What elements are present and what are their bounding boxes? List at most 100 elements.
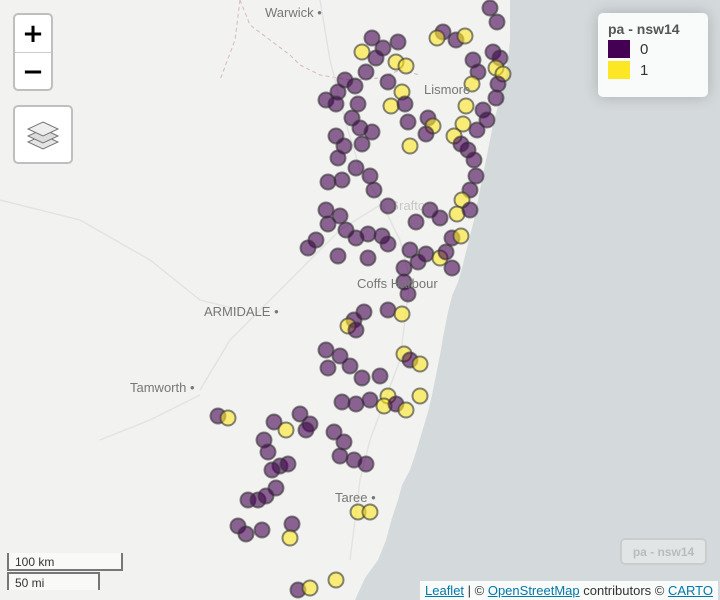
occurrence-marker-1[interactable] [452, 227, 470, 245]
occurrence-marker-0[interactable] [401, 241, 419, 259]
occurrence-marker-0[interactable] [347, 395, 365, 413]
occurrence-marker-0[interactable] [319, 359, 337, 377]
occurrence-marker-0[interactable] [361, 391, 379, 409]
occurrence-marker-0[interactable] [333, 171, 351, 189]
occurrence-marker-0[interactable] [283, 515, 301, 533]
occurrence-marker-0[interactable] [365, 181, 383, 199]
layers-button[interactable] [13, 105, 73, 164]
occurrence-marker-1[interactable] [401, 137, 419, 155]
zoom-in-button[interactable]: + [15, 15, 51, 53]
occurrence-marker-0[interactable] [359, 249, 377, 267]
occurrence-marker-0[interactable] [379, 197, 397, 215]
occurrence-marker-0[interactable] [367, 49, 385, 67]
occurrence-marker-0[interactable] [237, 525, 255, 543]
osm-link[interactable]: OpenStreetMap [487, 583, 580, 598]
occurrence-marker-0[interactable] [371, 367, 389, 385]
occurrence-marker-1[interactable] [397, 57, 415, 75]
occurrence-marker-1[interactable] [382, 97, 400, 115]
occurrence-marker-0[interactable] [325, 423, 343, 441]
occurrence-marker-1[interactable] [456, 27, 474, 45]
occurrence-marker-0[interactable] [478, 111, 496, 129]
occurrence-marker-0[interactable] [357, 63, 375, 81]
occurrence-marker-0[interactable] [357, 455, 375, 473]
occurrence-marker-0[interactable] [461, 201, 479, 219]
occurrence-marker-0[interactable] [395, 259, 413, 277]
occurrence-marker-0[interactable] [409, 253, 427, 271]
occurrence-marker-0[interactable] [317, 201, 335, 219]
occurrence-marker-0[interactable] [353, 135, 371, 153]
occurrence-marker-0[interactable] [363, 123, 381, 141]
occurrence-marker-0[interactable] [443, 259, 461, 277]
occurrence-marker-0[interactable] [253, 521, 271, 539]
occurrence-marker-0[interactable] [407, 213, 425, 231]
carto-link[interactable]: CARTO [667, 583, 713, 598]
occurrence-marker-0[interactable] [279, 455, 297, 473]
occurrence-marker-0[interactable] [335, 433, 353, 451]
occurrence-marker-1[interactable] [301, 579, 319, 597]
occurrence-marker-0[interactable] [327, 95, 345, 113]
occurrence-marker-0[interactable] [399, 113, 417, 131]
occurrence-marker-1[interactable] [454, 115, 472, 133]
occurrence-marker-0[interactable] [299, 239, 317, 257]
occurrence-marker-0[interactable] [465, 151, 483, 169]
occurrence-marker-1[interactable] [281, 529, 299, 547]
occurrence-marker-0[interactable] [468, 121, 486, 139]
occurrence-marker-0[interactable] [379, 235, 397, 253]
occurrence-marker-0[interactable] [331, 347, 349, 365]
occurrence-marker-0[interactable] [341, 357, 359, 375]
occurrence-marker-0[interactable] [481, 0, 499, 17]
occurrence-marker-0[interactable] [333, 393, 351, 411]
occurrence-marker-0[interactable] [319, 173, 337, 191]
occurrence-marker-0[interactable] [319, 215, 337, 233]
occurrence-marker-0[interactable] [349, 95, 367, 113]
occurrence-marker-0[interactable] [331, 447, 349, 465]
layers-icon [26, 120, 60, 150]
occurrence-marker-1[interactable] [411, 355, 429, 373]
occurrence-marker-1[interactable] [457, 97, 475, 115]
occurrence-marker-0[interactable] [265, 413, 283, 431]
occurrence-marker-1[interactable] [411, 387, 429, 405]
occurrence-marker-0[interactable] [331, 207, 349, 225]
zoom-out-button[interactable]: − [22, 56, 44, 87]
occurrence-marker-0[interactable] [399, 285, 417, 303]
occurrence-marker-0[interactable] [487, 89, 505, 107]
occurrence-marker-1[interactable] [327, 571, 345, 589]
occurrence-marker-0[interactable] [489, 75, 507, 93]
occurrence-marker-0[interactable] [297, 421, 315, 439]
occurrence-marker-0[interactable] [317, 341, 335, 359]
occurrence-marker-0[interactable] [363, 29, 381, 47]
layer-badge[interactable]: pa - nsw14 [620, 538, 707, 565]
occurrence-marker-0[interactable] [431, 209, 449, 227]
occurrence-marker-1[interactable] [277, 421, 295, 439]
occurrence-marker-1[interactable] [361, 503, 379, 521]
occurrence-marker-0[interactable] [396, 95, 414, 113]
occurrence-marker-0[interactable] [417, 125, 435, 143]
occurrence-marker-0[interactable] [329, 149, 347, 167]
occurrence-marker-0[interactable] [379, 301, 397, 319]
place-label-taree: Taree • [335, 490, 376, 505]
occurrence-marker-0[interactable] [488, 13, 506, 31]
occurrence-marker-0[interactable] [291, 405, 309, 423]
occurrence-marker-1[interactable] [219, 409, 237, 427]
occurrence-marker-1[interactable] [353, 43, 371, 61]
occurrence-marker-0[interactable] [353, 369, 371, 387]
occurrence-marker-0[interactable] [263, 461, 281, 479]
occurrence-marker-0[interactable] [452, 135, 470, 153]
occurrence-marker-0[interactable] [389, 33, 407, 51]
occurrence-marker-1[interactable] [463, 75, 481, 93]
occurrence-marker-0[interactable] [257, 487, 275, 505]
occurrence-marker-0[interactable] [347, 321, 365, 339]
occurrence-marker-0[interactable] [379, 73, 397, 91]
leaflet-link[interactable]: Leaflet [425, 583, 465, 598]
occurrence-marker-0[interactable] [259, 443, 277, 461]
occurrence-marker-0[interactable] [361, 167, 379, 185]
occurrence-marker-0[interactable] [467, 167, 485, 185]
occurrence-marker-0[interactable] [359, 225, 377, 243]
occurrence-marker-1[interactable] [397, 401, 415, 419]
occurrence-marker-0[interactable] [347, 159, 365, 177]
occurrence-marker-0[interactable] [437, 243, 455, 261]
occurrence-marker-1[interactable] [428, 29, 446, 47]
occurrence-marker-1[interactable] [393, 305, 411, 323]
occurrence-marker-0[interactable] [329, 247, 347, 265]
